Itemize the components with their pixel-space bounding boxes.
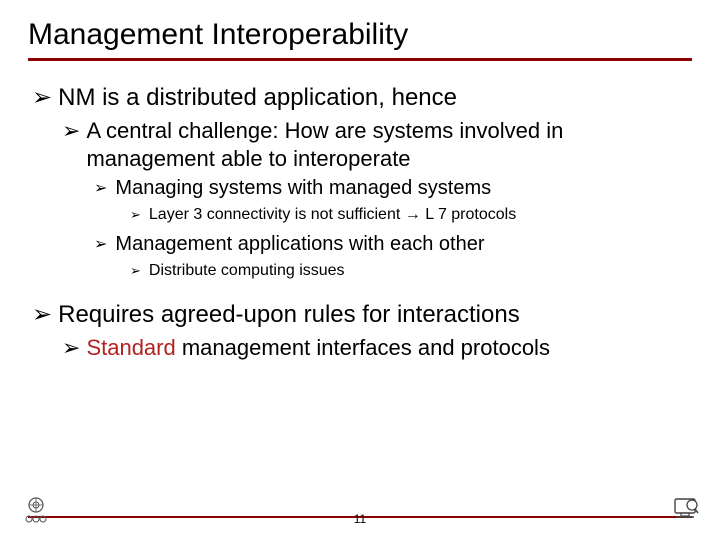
page-number: 11 xyxy=(354,512,366,526)
chevron-icon: ➢ xyxy=(32,83,52,113)
bullet-l4-2: ➢ Distribute computing issues xyxy=(130,261,692,282)
accent-word: Standard xyxy=(86,335,175,360)
bullet-text: A central challenge: How are systems inv… xyxy=(86,117,692,172)
chevron-icon: ➢ xyxy=(32,300,52,330)
bullet-text: Requires agreed-upon rules for interacti… xyxy=(58,300,520,330)
slide: Management Interoperability ➢ NM is a di… xyxy=(0,0,720,540)
bullet-rest: management interfaces and protocols xyxy=(176,335,550,360)
chevron-icon: ➢ xyxy=(62,334,80,362)
bullet-text: Distribute computing issues xyxy=(149,261,345,282)
chevron-icon: ➢ xyxy=(130,205,141,226)
bullet-l2-1: ➢ A central challenge: How are systems i… xyxy=(62,117,692,172)
bullet-text: NM is a distributed application, hence xyxy=(58,83,457,113)
bullet-text: Management applications with each other xyxy=(115,232,484,257)
slide-title: Management Interoperability xyxy=(28,18,692,52)
bullet-l3-1: ➢ Managing systems with managed systems xyxy=(94,176,692,201)
bullet-l4-1: ➢ Layer 3 connectivity is not sufficient… xyxy=(130,205,692,226)
chevron-icon: ➢ xyxy=(62,117,80,172)
logo-right-icon xyxy=(670,495,700,532)
bullet-text: Layer 3 connectivity is not sufficient →… xyxy=(149,205,516,226)
chevron-icon: ➢ xyxy=(94,232,107,257)
chevron-icon: ➢ xyxy=(130,261,141,282)
content-area: ➢ NM is a distributed application, hence… xyxy=(28,79,692,361)
logo-left-icon xyxy=(20,495,52,532)
title-underline xyxy=(28,58,692,61)
bullet-text: Standard management interfaces and proto… xyxy=(86,334,550,362)
bullet-l1-2: ➢ Requires agreed-upon rules for interac… xyxy=(32,300,692,330)
bullet-l2-2: ➢ Standard management interfaces and pro… xyxy=(62,334,692,362)
bullet-text: Managing systems with managed systems xyxy=(115,176,491,201)
chevron-icon: ➢ xyxy=(94,176,107,201)
bullet-l1-1: ➢ NM is a distributed application, hence xyxy=(32,83,692,113)
bullet-l3-2: ➢ Management applications with each othe… xyxy=(94,232,692,257)
